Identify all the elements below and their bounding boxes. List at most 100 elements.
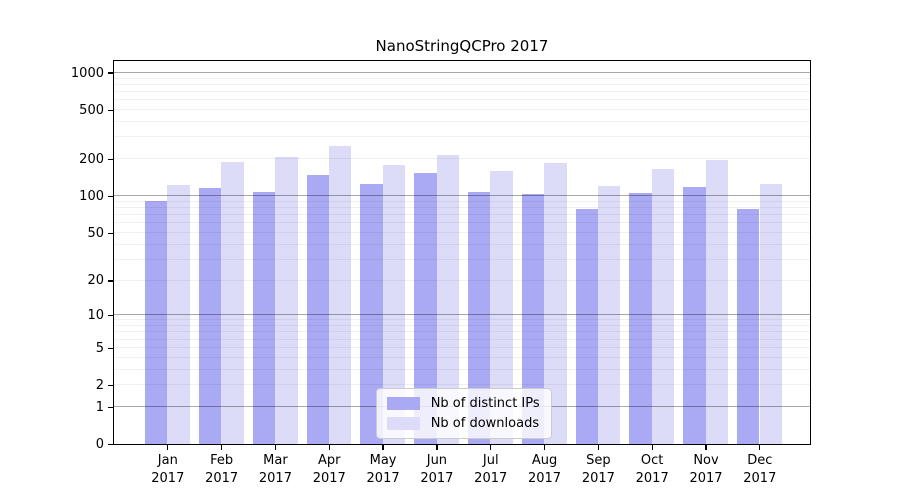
gridline-major: [113, 71, 811, 73]
x-tick-month: Dec: [747, 452, 773, 468]
bar-downloads: [382, 164, 406, 445]
y-tick-label: 500: [79, 102, 104, 118]
bar-downloads: [436, 155, 459, 445]
x-tick-year: 2017: [366, 471, 400, 487]
x-tick-month: Nov: [693, 452, 719, 468]
x-axis-tick: [274, 444, 277, 450]
bar-downloads: [544, 163, 567, 445]
x-tick-label: May 2017: [355, 452, 411, 489]
y-axis-tick: [107, 347, 113, 349]
x-tick-label: Apr 2017: [301, 452, 357, 489]
x-tick-label: Sep 2017: [570, 452, 626, 489]
x-tick-year: 2017: [581, 471, 615, 487]
x-axis-tick: [220, 444, 223, 450]
x-tick-month: Jan: [157, 452, 178, 468]
x-axis-tick: [436, 444, 438, 450]
y-axis-tick: [107, 384, 113, 387]
legend-label-distinct-ips: Nb of distinct IPs: [430, 395, 540, 411]
y-tick-label: 10: [87, 308, 104, 324]
bar-downloads: [490, 171, 513, 445]
bar-distinct-ips: [145, 200, 168, 445]
y-axis-tick: [107, 72, 113, 74]
x-tick-year: 2017: [205, 471, 239, 487]
x-tick-month: Oct: [640, 452, 664, 468]
x-axis-tick: [490, 444, 492, 450]
x-tick-year: 2017: [420, 471, 454, 487]
y-tick-label: 50: [87, 225, 104, 241]
x-tick-label: Jun 2017: [409, 452, 465, 489]
gridline-minor: [113, 136, 811, 138]
x-tick-year: 2017: [474, 471, 508, 487]
bar-distinct-ips: [683, 187, 706, 445]
x-tick-month: Jun: [426, 452, 448, 468]
bar-distinct-ips: [198, 187, 222, 445]
y-axis-tick: [107, 406, 113, 408]
x-axis-tick: [543, 444, 546, 450]
y-axis-tick: [107, 232, 113, 234]
bar-distinct-ips: [252, 192, 276, 445]
bar-distinct-ips: [414, 173, 437, 445]
x-tick-label: Feb 2017: [194, 452, 250, 489]
bar-downloads: [328, 145, 352, 445]
x-axis-tick: [328, 444, 330, 450]
gridline-minor: [113, 99, 811, 101]
x-tick-label: Dec 2017: [732, 452, 788, 489]
bar-distinct-ips: [575, 208, 599, 445]
legend-swatch-downloads: [386, 416, 420, 430]
bar-downloads: [221, 161, 244, 445]
bar-distinct-ips: [737, 209, 760, 445]
x-tick-year: 2017: [743, 471, 777, 487]
legend-item-downloads: Nb of downloads: [386, 415, 540, 431]
y-tick-label: 5: [95, 340, 104, 356]
x-tick-month: Aug: [531, 452, 558, 468]
x-tick-label: Aug 2017: [517, 452, 573, 489]
y-tick-label: 20: [87, 273, 104, 289]
x-tick-label: Nov 2017: [678, 452, 734, 489]
plot-area: Nb of distinct IPs Nb of downloads: [112, 59, 812, 446]
chart-title: NanoStringQCPro 2017: [375, 37, 549, 55]
y-axis-tick: [107, 443, 113, 446]
y-axis-tick: [107, 109, 113, 111]
x-tick-month: Sep: [586, 452, 611, 468]
x-tick-label: Jul 2017: [463, 452, 519, 489]
gridline-minor: [113, 90, 811, 92]
x-tick-label: Jan 2017: [140, 452, 196, 489]
x-axis-tick: [705, 444, 707, 450]
x-axis-tick: [759, 444, 761, 450]
legend-swatch-distinct-ips: [386, 396, 420, 410]
y-axis-tick: [107, 280, 113, 282]
x-tick-year: 2017: [151, 471, 185, 487]
y-tick-label: 2: [95, 378, 104, 394]
x-axis-tick: [382, 444, 384, 450]
y-axis-tick: [107, 195, 113, 198]
bar-downloads: [598, 185, 621, 445]
bar-downloads: [705, 160, 729, 445]
y-axis-tick: [107, 158, 113, 161]
y-tick-label: 100: [79, 188, 104, 204]
bar-distinct-ips: [468, 192, 491, 445]
bar-distinct-ips: [360, 183, 383, 445]
bar-downloads: [167, 185, 190, 445]
x-tick-month: May: [369, 452, 397, 468]
gridline-minor: [113, 121, 811, 123]
x-tick-label: Mar 2017: [247, 452, 303, 489]
y-tick-label: 1000: [70, 65, 104, 81]
x-tick-year: 2017: [312, 471, 346, 487]
gridline-minor: [113, 77, 811, 79]
y-tick-label: 1: [95, 399, 104, 415]
bar-distinct-ips: [629, 193, 652, 445]
legend-label-downloads: Nb of downloads: [430, 415, 540, 431]
legend-item-distinct-ips: Nb of distinct IPs: [386, 395, 540, 411]
x-tick-label: Oct 2017: [624, 452, 680, 489]
bar-distinct-ips: [306, 174, 329, 445]
x-tick-month: Feb: [210, 452, 234, 468]
x-tick-year: 2017: [258, 471, 292, 487]
x-tick-month: Jul: [482, 452, 499, 468]
gridline-minor: [113, 83, 811, 85]
legend: Nb of distinct IPs Nb of downloads: [375, 387, 552, 439]
x-axis-tick: [167, 444, 169, 450]
gridline-minor: [113, 158, 811, 160]
x-tick-year: 2017: [527, 471, 562, 487]
x-axis-tick: [597, 444, 599, 450]
